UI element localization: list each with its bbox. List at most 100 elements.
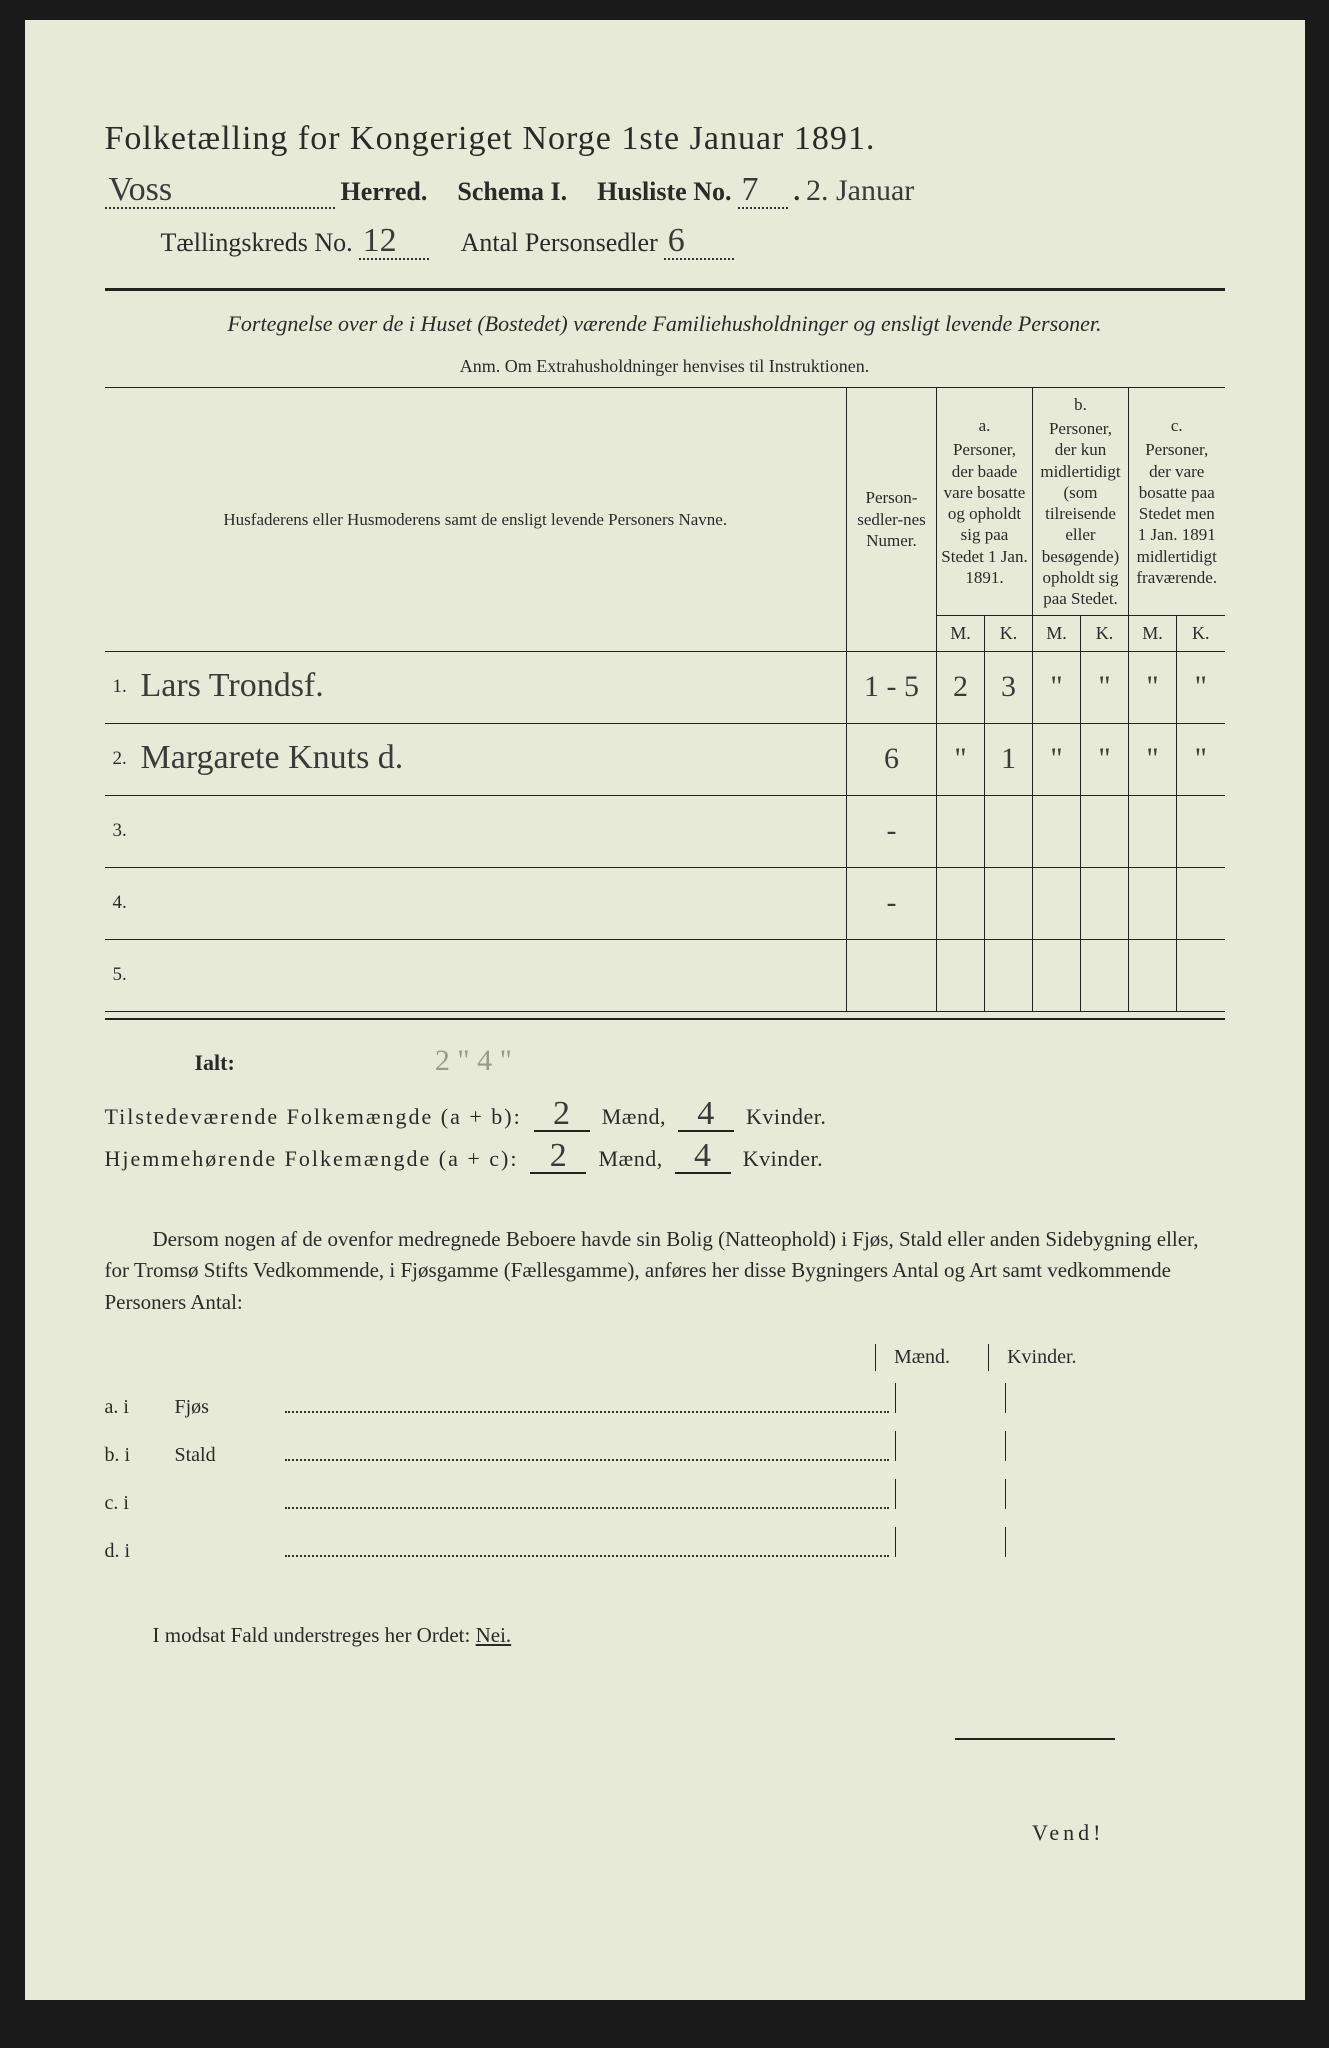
person-name	[135, 867, 847, 939]
k-box	[1005, 1431, 1115, 1461]
sum1-m: 2	[553, 1095, 571, 1132]
row-type: Fjøs	[175, 1396, 285, 1419]
kreds-label: Tællingskreds No.	[161, 228, 353, 258]
paragraph-note: Dersom nogen af de ovenfor medregnede Be…	[105, 1224, 1225, 1319]
sum2-k: 4	[694, 1137, 712, 1174]
census-form-page: Folketælling for Kongeriget Norge 1ste J…	[25, 20, 1305, 2000]
c-k: "	[1177, 723, 1225, 795]
a-k: 3	[985, 651, 1033, 723]
k-box	[1005, 1383, 1115, 1413]
nei-line: I modsat Fald understreges her Ordet: Ne…	[105, 1623, 1225, 1648]
a-m: 2	[937, 651, 985, 723]
building-row: d. i	[105, 1527, 1225, 1563]
row-number: 1.	[105, 651, 135, 723]
th-a: a. Personer, der baade vare bosatte og o…	[937, 387, 1033, 616]
schema-label: Schema I.	[457, 177, 567, 207]
building-row: b. iStald	[105, 1431, 1225, 1467]
table-row: 4. -	[105, 867, 1225, 939]
th-c-k: K.	[1177, 616, 1225, 652]
c-k	[1177, 795, 1225, 867]
husliste-label: Husliste No.	[597, 177, 731, 207]
personsedler-num: 1 - 5	[847, 651, 937, 723]
nei-pre: I modsat Fald understreges her Ordet:	[153, 1623, 471, 1647]
antal-label: Antal Personsedler	[461, 228, 658, 258]
dotted-line	[285, 1447, 889, 1461]
personsedler-num: -	[847, 867, 937, 939]
nei-word: Nei.	[476, 1623, 512, 1647]
c-m: "	[1129, 723, 1177, 795]
th-c-m: M.	[1129, 616, 1177, 652]
antal-value: 6	[668, 222, 685, 259]
c-k	[1177, 867, 1225, 939]
m-box	[895, 1527, 1005, 1557]
a-m	[937, 867, 985, 939]
b-m	[1033, 867, 1081, 939]
page-title: Folketælling for Kongeriget Norge 1ste J…	[105, 120, 1225, 158]
b-m	[1033, 795, 1081, 867]
a-k	[985, 795, 1033, 867]
th-c: c. Personer, der vare bosatte paa Stedet…	[1129, 387, 1225, 616]
sum2-m: 2	[550, 1137, 568, 1174]
row-type: Stald	[175, 1444, 285, 1467]
sum2-klab: Kvinder.	[743, 1146, 823, 1172]
ialt-pencil: 2 " 4 "	[435, 1044, 512, 1078]
personsedler-num: -	[847, 795, 937, 867]
m-box	[895, 1431, 1005, 1461]
th-a-m: M.	[937, 616, 985, 652]
k-box	[1005, 1479, 1115, 1509]
kreds-value: 12	[363, 222, 397, 259]
c-m	[1129, 795, 1177, 867]
herred-value: Voss	[109, 171, 173, 208]
row-number: 2.	[105, 723, 135, 795]
a-k: 1	[985, 723, 1033, 795]
a-m	[937, 939, 985, 1011]
k-box	[1005, 1527, 1115, 1557]
person-name	[135, 939, 847, 1011]
m-box	[895, 1479, 1005, 1509]
sum2-label: Hjemmehørende Folkemængde (a + c):	[105, 1146, 519, 1172]
c-m	[1129, 939, 1177, 1011]
b-k: "	[1081, 723, 1129, 795]
personsedler-num	[847, 939, 937, 1011]
row-letter: a. i	[105, 1396, 175, 1419]
a-k	[985, 867, 1033, 939]
ialt-label: Ialt:	[195, 1050, 235, 1076]
a-k	[985, 939, 1033, 1011]
b-m	[1033, 939, 1081, 1011]
sum2-mlab: Mænd,	[598, 1146, 662, 1172]
anm-note: Anm. Om Extrahusholdninger henvises til …	[105, 356, 1225, 377]
sum1-klab: Kvinder.	[746, 1104, 826, 1130]
c-k: "	[1177, 651, 1225, 723]
dotted-line	[285, 1495, 889, 1509]
c-k	[1177, 939, 1225, 1011]
th-b-m: M.	[1033, 616, 1081, 652]
dotted-line	[285, 1399, 889, 1413]
row-number: 4.	[105, 867, 135, 939]
b-m: "	[1033, 651, 1081, 723]
vend-rule	[955, 1738, 1115, 1740]
date-note: 2. Januar	[806, 174, 914, 208]
person-name: Lars Trondsf.	[135, 651, 847, 723]
b-k	[1081, 795, 1129, 867]
c-m	[1129, 867, 1177, 939]
header-line-2: Voss Herred. Schema I. Husliste No. 7 . …	[105, 174, 1225, 209]
personsedler-num: 6	[847, 723, 937, 795]
sum1-label: Tilstedeværende Folkemængde (a + b):	[105, 1104, 522, 1130]
subtitle: Fortegnelse over de i Huset (Bostedet) v…	[105, 309, 1225, 340]
mk-m: Mænd.	[875, 1344, 968, 1371]
b-k: "	[1081, 651, 1129, 723]
b-k	[1081, 867, 1129, 939]
census-table: Husfaderens eller Husmoderens samt de en…	[105, 387, 1225, 1012]
sum1-mlab: Mænd,	[602, 1104, 666, 1130]
herred-label: Herred.	[341, 177, 428, 207]
row-letter: b. i	[105, 1444, 175, 1467]
husliste-value: 7	[742, 171, 759, 208]
building-row: a. iFjøs	[105, 1383, 1225, 1419]
th-b: b. Personer, der kun midlertidigt (som t…	[1033, 387, 1129, 616]
sum1-k: 4	[697, 1095, 715, 1132]
table-row: 5.	[105, 939, 1225, 1011]
person-name: Margarete Knuts d.	[135, 723, 847, 795]
table-row: 3.-	[105, 795, 1225, 867]
row-letter: d. i	[105, 1540, 175, 1563]
summary-present: Tilstedeværende Folkemængde (a + b): 2 M…	[105, 1100, 1225, 1132]
